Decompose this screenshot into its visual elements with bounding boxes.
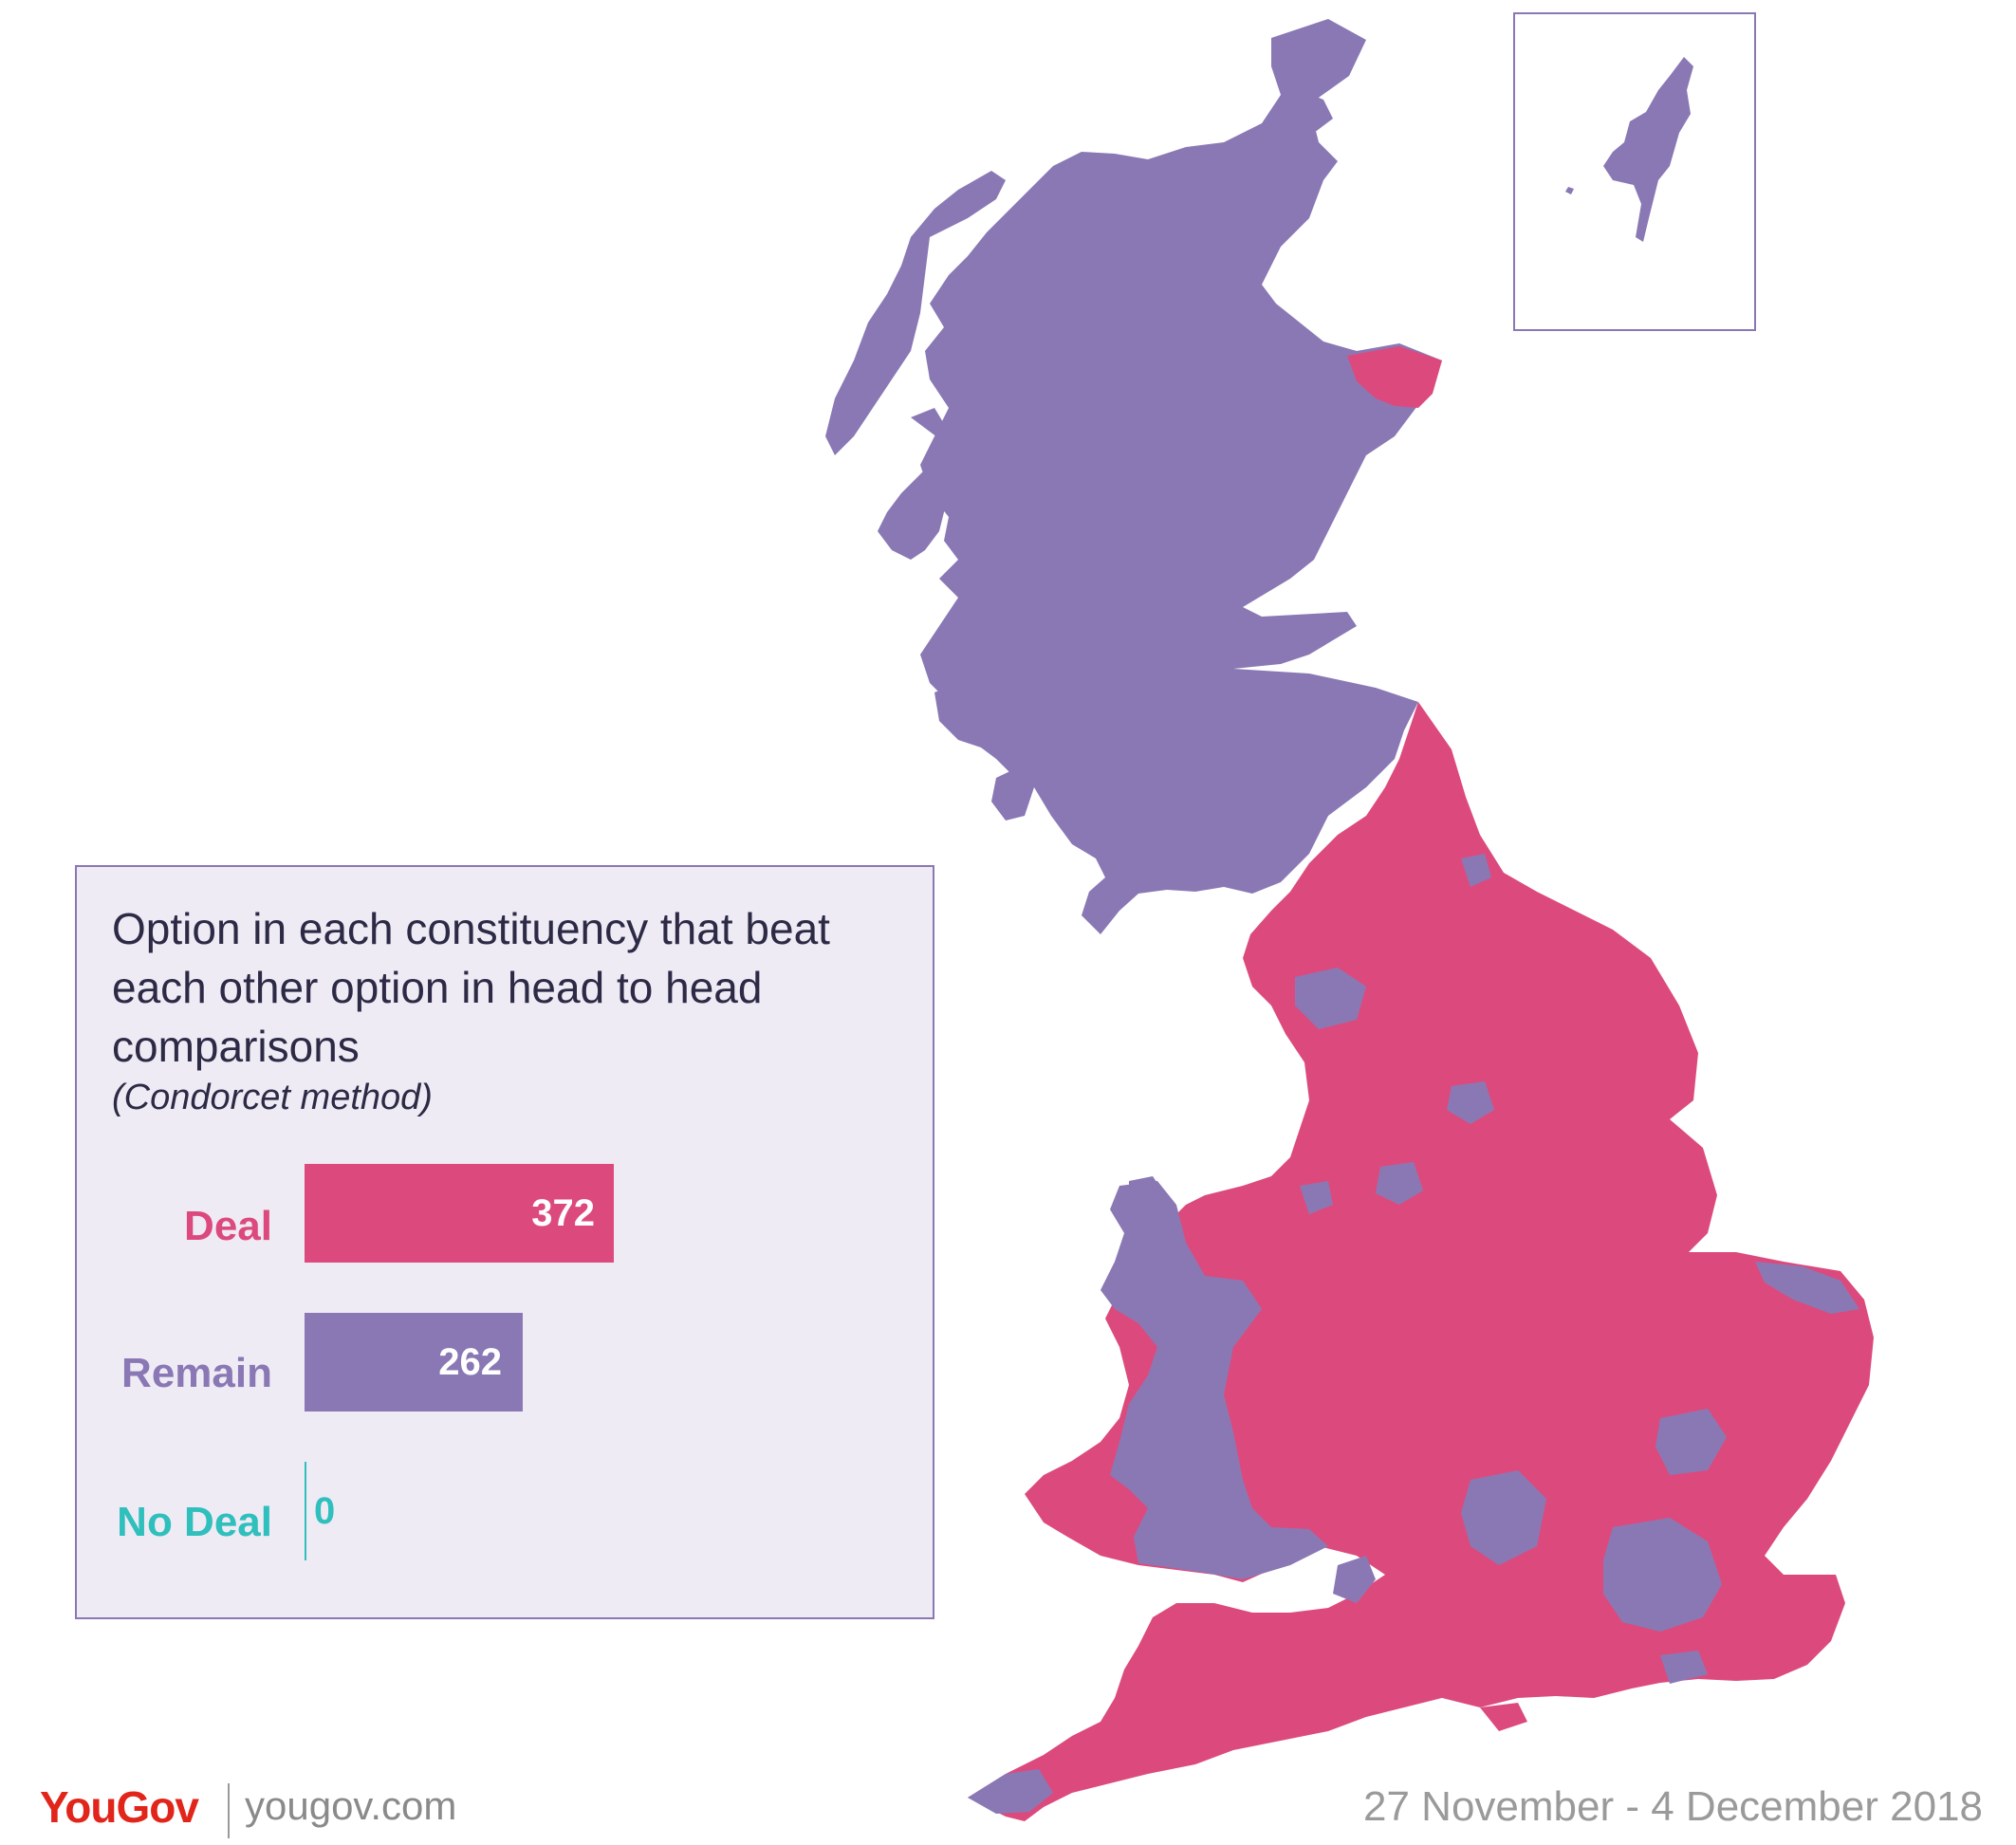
shetland-outlier	[1565, 187, 1574, 194]
bar-label-deal: Deal	[184, 1203, 272, 1249]
shetland-islands	[1603, 57, 1693, 242]
liverpool-remain	[1300, 1181, 1333, 1214]
wales-remain-area	[1100, 1181, 1328, 1579]
scotland-deal-constituency	[1347, 346, 1442, 408]
newcastle-remain	[1461, 854, 1491, 887]
scotland-islands-islay	[991, 766, 1034, 821]
bristol-remain	[1333, 1556, 1376, 1603]
bar-value-deal: 372	[531, 1192, 595, 1234]
scotland-islands-skye	[878, 408, 958, 560]
scotland-region	[920, 19, 1442, 934]
oxford-cambridge-remain-cluster	[1461, 1470, 1546, 1565]
bar-value-remain: 262	[438, 1341, 502, 1383]
legend-subtitle: (Condorcet method)	[112, 1078, 433, 1117]
bar-no-deal: 0	[305, 1462, 335, 1560]
yougov-logo: YouGov	[40, 1782, 199, 1832]
bar-remain: 262	[305, 1313, 523, 1411]
norfolk-coast-remain	[1755, 1262, 1859, 1314]
cambridge-remain	[1655, 1409, 1727, 1475]
isle-of-wight-deal	[1480, 1703, 1527, 1731]
legend-title: Option in each constituency that beat ea…	[112, 904, 830, 1071]
cornwall-remain	[968, 1769, 1053, 1814]
footer-separator	[228, 1783, 230, 1838]
bar-label-remain: Remain	[121, 1350, 272, 1396]
london-remain-cluster	[1603, 1518, 1722, 1632]
manchester-remain	[1376, 1162, 1423, 1205]
footer-url[interactable]: yougov.com	[245, 1783, 457, 1828]
leeds-remain	[1447, 1081, 1494, 1124]
bar-value-no-deal: 0	[314, 1490, 336, 1532]
scotland-islands-west	[825, 171, 1006, 455]
lake-district-remain	[1295, 968, 1366, 1029]
bar-label-no-deal: No Deal	[117, 1499, 272, 1545]
shetland-inset-frame	[1513, 12, 1756, 331]
legend-panel: Option in each constituency that beat ea…	[75, 865, 934, 1619]
bar-deal: 372	[305, 1164, 614, 1263]
anglesey-remain	[1129, 1176, 1167, 1214]
orkney-islands	[1276, 57, 1333, 133]
brighton-remain	[1660, 1651, 1708, 1684]
footer-date-range: 27 November - 4 December 2018	[1363, 1783, 1983, 1830]
scotland-islands-mull	[934, 678, 1006, 749]
